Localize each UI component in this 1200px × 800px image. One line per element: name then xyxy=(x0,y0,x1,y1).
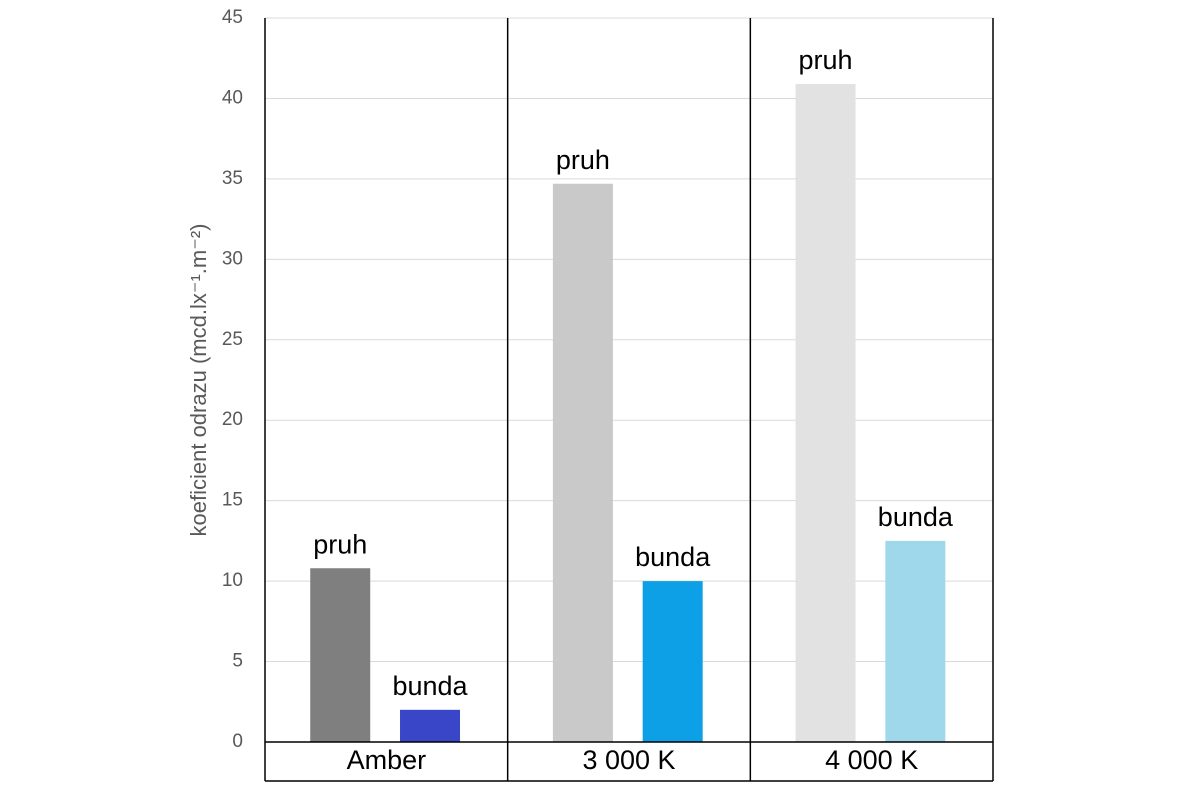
y-tick-label: 40 xyxy=(222,87,243,108)
bar-label: bunda xyxy=(392,671,468,701)
y-tick-label: 45 xyxy=(222,7,243,28)
bar-label: bunda xyxy=(635,542,711,572)
bar-label: pruh xyxy=(313,529,367,559)
x-tick-label: Amber xyxy=(347,745,427,775)
bar-label: pruh xyxy=(556,145,610,175)
bar xyxy=(310,568,371,742)
bar xyxy=(795,83,856,742)
bar xyxy=(885,540,946,742)
y-axis-title: koeficient odrazu (mcd.lx⁻¹.m⁻²) xyxy=(186,224,211,537)
bar xyxy=(642,581,703,742)
y-tick-label: 15 xyxy=(222,490,243,511)
x-tick-label: 4 000 K xyxy=(825,745,918,775)
bar-label: bunda xyxy=(878,502,954,532)
y-tick-label: 0 xyxy=(232,731,243,752)
bar xyxy=(552,183,613,742)
y-tick-label: 5 xyxy=(232,651,243,672)
y-tick-label: 20 xyxy=(222,409,243,430)
y-tick-label: 25 xyxy=(222,329,243,350)
bar-label: pruh xyxy=(799,45,853,75)
y-tick-label: 35 xyxy=(222,168,243,189)
y-tick-label: 10 xyxy=(222,570,243,591)
bar xyxy=(400,709,461,742)
y-tick-label: 30 xyxy=(222,248,243,269)
x-tick-label: 3 000 K xyxy=(582,745,675,775)
